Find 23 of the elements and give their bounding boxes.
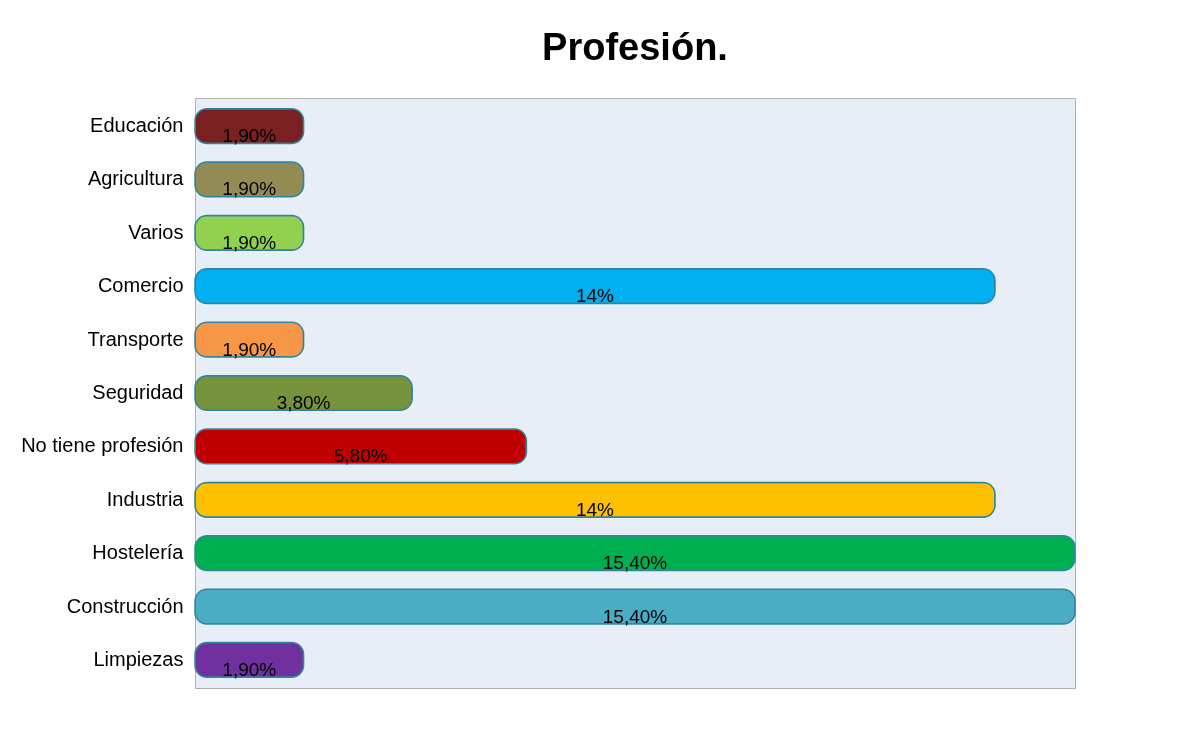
y-tick-label: Construcción — [66, 594, 184, 617]
y-tick-label: Hostelería — [92, 541, 185, 564]
y-tick-label: Varios — [128, 220, 184, 243]
data-label: 1,90% — [222, 658, 277, 680]
data-label: 15,40% — [602, 552, 668, 574]
y-tick-label: Seguridad — [92, 381, 184, 403]
y-tick-label: Transporte — [87, 327, 184, 350]
y-tick-label: Limpiezas — [93, 647, 184, 670]
data-label: 1,90% — [222, 338, 277, 360]
y-tick-label: No tiene profesión — [21, 434, 184, 457]
y-tick-label: Comercio — [97, 274, 184, 297]
data-label: 14% — [575, 285, 615, 307]
data-label: 15,40% — [602, 605, 668, 627]
y-tick-label: Educación — [90, 114, 184, 137]
data-label: 1,90% — [222, 231, 277, 253]
data-label: 1,90% — [222, 178, 277, 200]
data-label: 1,90% — [222, 125, 277, 147]
data-label: 14% — [575, 498, 615, 520]
y-tick-label: Industria — [106, 487, 185, 510]
y-tick-label: Agricultura — [87, 167, 185, 190]
chart-title: Profesión. — [542, 26, 728, 68]
data-label: 5,80% — [333, 445, 388, 467]
data-label: 3,80% — [276, 392, 331, 413]
